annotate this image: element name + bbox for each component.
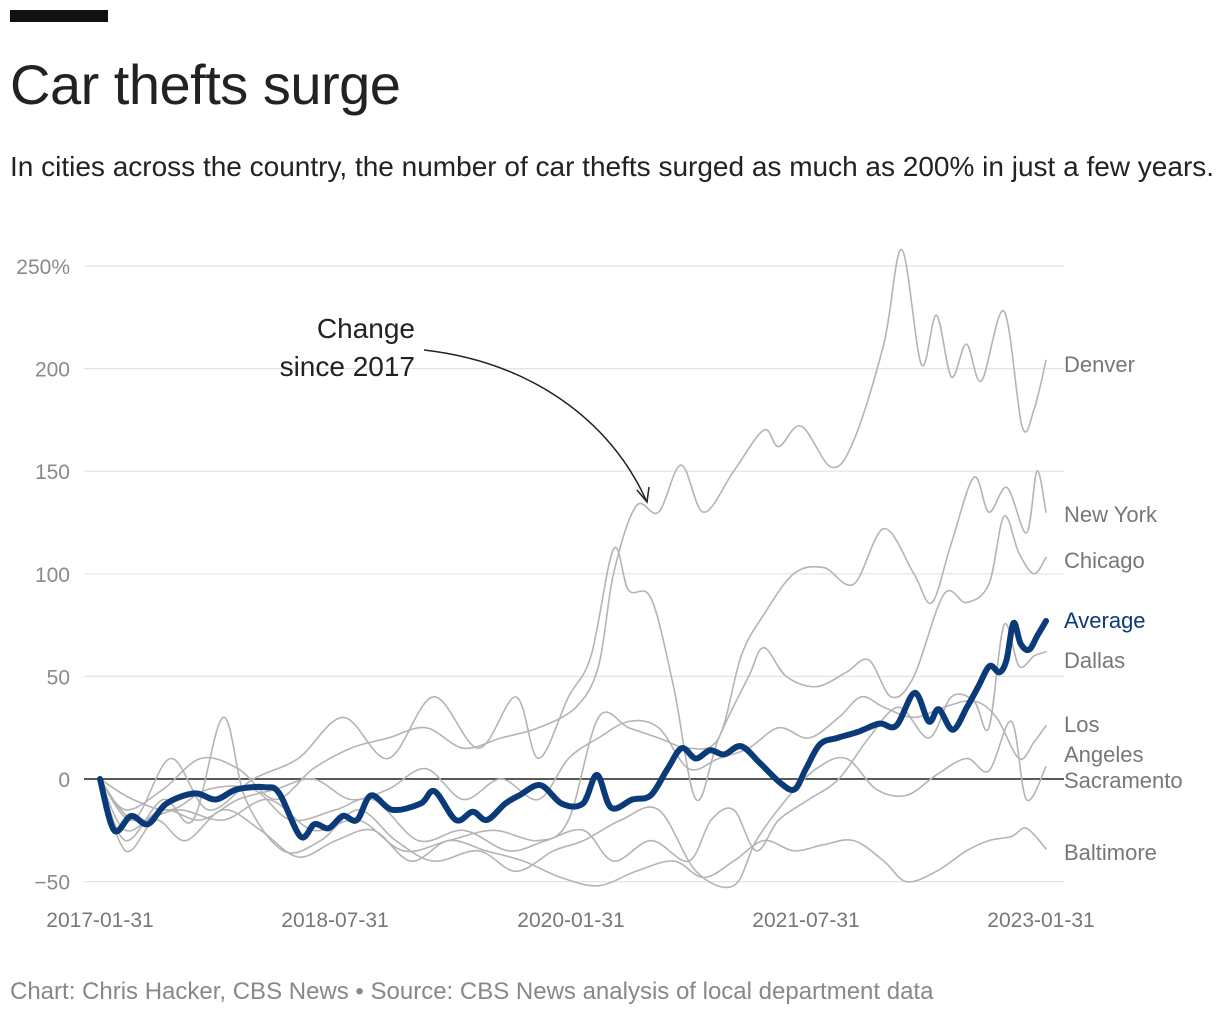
x-tick-label: 2021-07-31 <box>752 909 859 932</box>
annotation: Change since 2017 <box>280 313 650 504</box>
series-label-new-york: New York <box>1064 502 1158 527</box>
series-label-average: Average <box>1064 608 1146 633</box>
chart-footer: Chart: Chris Hacker, CBS News • Source: … <box>10 978 934 1005</box>
series-labels: Denver New York Chicago Dallas Los AngelesSac… <box>1064 352 1183 865</box>
annotation-arrow <box>423 349 647 501</box>
series-label-chicago: Chicago <box>1064 548 1145 573</box>
series-label-los-angeles: Angeles <box>1064 742 1144 767</box>
series-line-dallas <box>99 622 1047 862</box>
annotation-line1: Change <box>317 313 415 344</box>
x-tick-label: 2017-01-31 <box>46 909 153 932</box>
x-axis-labels: 2017-01-31 2018-07-31 2020-01-31 2021-07-31… <box>46 909 1094 932</box>
y-tick-label: 250% <box>16 256 70 279</box>
series-label-los-angeles: Los <box>1064 712 1099 737</box>
y-tick-label: −50 <box>34 872 70 895</box>
series-line-sacramento <box>99 716 1047 889</box>
series-label-sacramento: Sacramento <box>1064 768 1183 793</box>
y-tick-label: 200 <box>35 359 70 382</box>
y-axis-labels: 250% 200 150 100 50 0 −50 <box>16 256 70 895</box>
gridlines <box>84 265 1064 883</box>
series-label-denver: Denver <box>1064 352 1135 377</box>
series-line-new-york <box>99 470 1047 853</box>
header-accent-bar <box>10 10 108 22</box>
annotation-arrowhead <box>636 486 650 504</box>
series-lines <box>97 248 1049 889</box>
chart-subtitle: In cities across the country, the number… <box>10 151 1215 182</box>
x-tick-label: 2018-07-31 <box>281 909 388 932</box>
series-label-baltimore: Baltimore <box>1064 840 1157 865</box>
series-line-average <box>97 618 1049 841</box>
y-tick-label: 100 <box>35 564 70 587</box>
x-tick-label: 2023-01-31 <box>987 909 1094 932</box>
series-line-baltimore <box>99 778 1047 887</box>
series-line-denver <box>99 248 1047 811</box>
series-line-chicago <box>99 515 1047 821</box>
x-tick-label: 2020-01-31 <box>517 909 624 932</box>
y-tick-label: 150 <box>35 461 70 484</box>
annotation-line2: since 2017 <box>280 351 415 382</box>
chart-title: Car thefts surge <box>10 53 401 116</box>
y-tick-label: 50 <box>47 666 70 689</box>
series-label-dallas: Dallas <box>1064 648 1125 673</box>
y-tick-label: 0 <box>58 769 70 792</box>
